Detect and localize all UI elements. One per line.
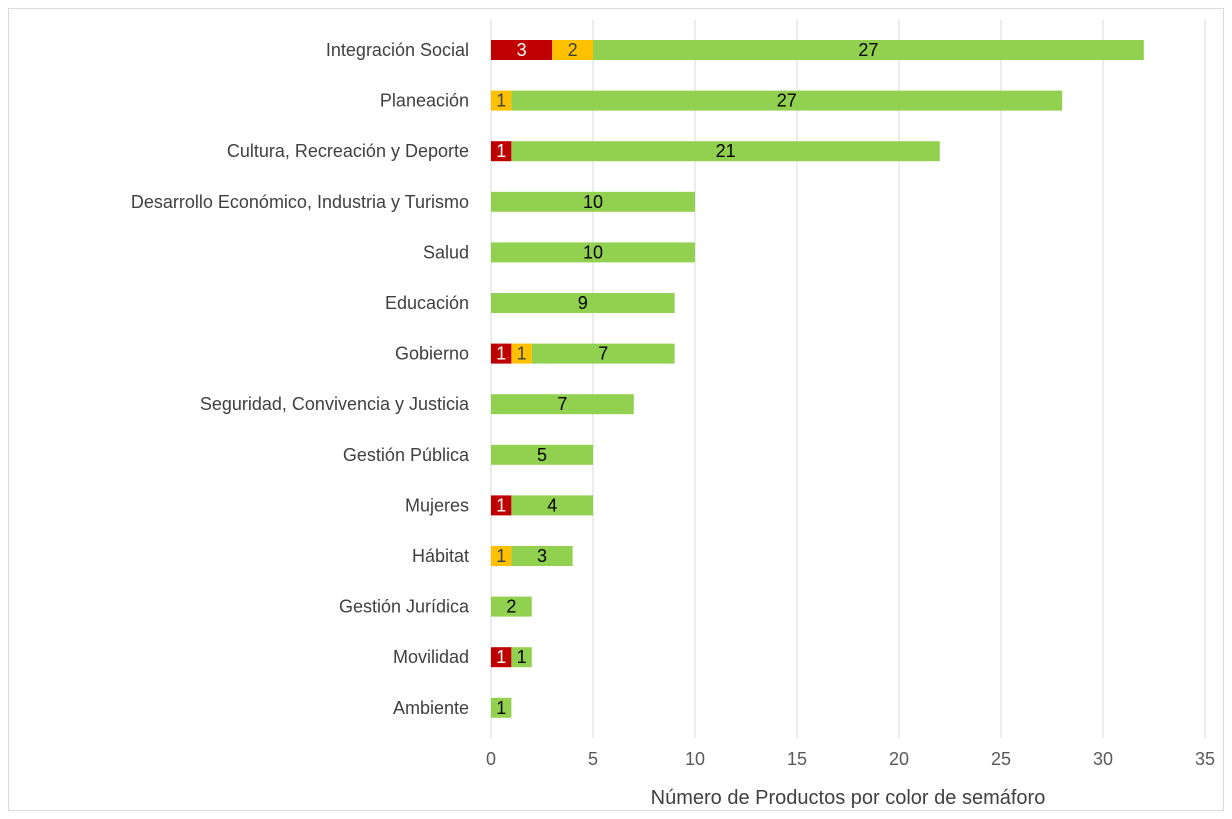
category-label: Gobierno (395, 344, 469, 364)
category-label: Hábitat (412, 546, 469, 566)
category-label: Cultura, Recreación y Deporte (227, 141, 469, 161)
data-label: 1 (496, 141, 506, 161)
bar-segment (511, 495, 593, 516)
bar-segment (491, 191, 695, 212)
bar-segment (491, 444, 593, 465)
bar-segment (511, 647, 532, 668)
bar-segment (491, 546, 512, 566)
data-label: 5 (537, 445, 547, 465)
data-label: 10 (583, 192, 603, 212)
x-tick-label: 30 (1093, 749, 1113, 769)
data-label: 1 (496, 698, 506, 718)
bar-segment (491, 394, 634, 415)
data-label: 10 (583, 242, 603, 262)
x-tick-label: 20 (889, 749, 909, 769)
data-label: 1 (496, 495, 506, 515)
bar-segment (491, 242, 695, 263)
category-label: Gestión Jurídica (339, 597, 470, 617)
data-label: 2 (568, 40, 578, 60)
bar-segment (552, 40, 593, 60)
category-label: Salud (423, 242, 469, 262)
bar-segment (491, 90, 512, 111)
data-label: 1 (496, 647, 506, 667)
data-label: 7 (557, 394, 567, 414)
data-label: 21 (716, 141, 736, 161)
bar-segment (511, 546, 573, 566)
bar-segment (531, 343, 675, 364)
category-label: Mujeres (405, 495, 469, 515)
x-tick-label: 35 (1195, 749, 1215, 769)
data-label: 3 (537, 546, 547, 566)
category-label: Integración Social (326, 40, 469, 60)
data-label: 1 (496, 91, 506, 111)
data-label: 1 (517, 344, 527, 364)
bar-segment (491, 141, 512, 162)
category-labels: Integración Social Planeación Cultura, Rec… (131, 40, 470, 718)
category-label: Gestión Pública (343, 445, 470, 465)
gridlines (490, 20, 1206, 738)
category-label: Planeación (380, 91, 469, 111)
data-label: 2 (506, 597, 516, 617)
x-tick-label: 10 (685, 749, 705, 769)
category-label: Movilidad (393, 647, 469, 667)
data-label: 27 (777, 91, 797, 111)
x-tick-label: 15 (787, 749, 807, 769)
x-tick-label: 25 (991, 749, 1011, 769)
data-label: 7 (598, 344, 608, 364)
category-label: Seguridad, Convivencia y Justicia (200, 394, 470, 414)
bar-segment (511, 343, 532, 364)
bar-segment (491, 596, 532, 617)
bar-segment (511, 90, 1063, 111)
data-label: 1 (517, 647, 527, 667)
x-tick-label: 0 (486, 749, 496, 769)
bar-segment (491, 647, 512, 668)
category-label: Desarrollo Económico, Industria y Turism… (131, 192, 469, 212)
x-tick-label: 5 (588, 749, 598, 769)
data-label: 1 (496, 546, 506, 566)
data-label: 3 (517, 40, 527, 60)
bar-segment (491, 495, 512, 516)
bar-segment (491, 697, 512, 718)
bar-segment (491, 343, 512, 364)
x-tick-labels: 0 5 10 15 20 25 30 35 (486, 749, 1215, 769)
category-label: Ambiente (393, 698, 469, 718)
x-axis-title: Número de Productos por color de semáfor… (651, 787, 1046, 809)
data-label: 1 (496, 344, 506, 364)
bar-segment (491, 293, 675, 313)
data-label: 27 (858, 40, 878, 60)
bar-segment (511, 141, 940, 162)
data-label: 4 (547, 495, 557, 515)
bar-segment (593, 40, 1144, 60)
category-label: Educación (385, 293, 469, 313)
data-label: 9 (578, 293, 588, 313)
bar-segment (491, 40, 553, 60)
